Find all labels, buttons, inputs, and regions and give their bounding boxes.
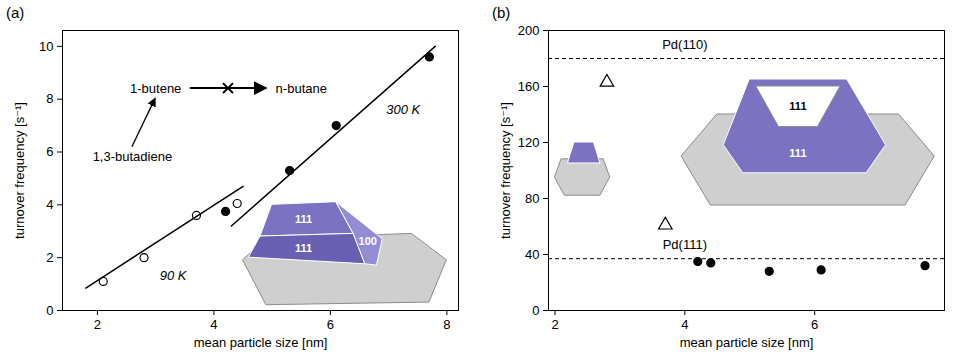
svg-text:111: 111 xyxy=(295,213,312,225)
svg-text:111: 111 xyxy=(789,100,806,112)
svg-text:111: 111 xyxy=(295,242,312,254)
svg-text:mean particle size [nm]: mean particle size [nm] xyxy=(680,335,814,350)
svg-text:Pd(110): Pd(110) xyxy=(662,37,707,52)
svg-text:turnover frequency [s⁻¹]: turnover frequency [s⁻¹] xyxy=(498,102,513,239)
svg-text:2: 2 xyxy=(46,250,53,265)
svg-text:mean particle size [nm]: mean particle size [nm] xyxy=(194,335,328,350)
svg-text:111: 111 xyxy=(789,147,806,159)
svg-text:10: 10 xyxy=(39,39,53,54)
svg-text:120: 120 xyxy=(518,135,540,150)
svg-text:160: 160 xyxy=(518,79,540,94)
svg-text:1-butene: 1-butene xyxy=(130,81,181,96)
svg-text:40: 40 xyxy=(525,247,539,262)
svg-text:6: 6 xyxy=(46,144,53,159)
html-text:(b): (b) xyxy=(492,4,511,21)
svg-text:4: 4 xyxy=(210,317,217,332)
svg-text:6: 6 xyxy=(327,317,334,332)
svg-text:6: 6 xyxy=(811,317,818,332)
svg-text:0: 0 xyxy=(532,303,539,318)
svg-text:1,3-butadiene: 1,3-butadiene xyxy=(93,149,173,164)
html-text:(a): (a) xyxy=(6,4,25,21)
svg-text:8: 8 xyxy=(443,317,450,332)
svg-text:4: 4 xyxy=(681,317,688,332)
svg-text:80: 80 xyxy=(525,191,539,206)
svg-text:200: 200 xyxy=(518,23,540,38)
svg-text:2: 2 xyxy=(551,317,558,332)
svg-text:90 K: 90 K xyxy=(160,268,188,283)
svg-text:2: 2 xyxy=(94,317,101,332)
svg-text:turnover frequency [s⁻¹]: turnover frequency [s⁻¹] xyxy=(12,102,27,239)
svg-text:4: 4 xyxy=(46,197,53,212)
svg-text:8: 8 xyxy=(46,91,53,106)
svg-text:300 K: 300 K xyxy=(386,102,421,117)
svg-text:Pd(111): Pd(111) xyxy=(663,237,707,252)
svg-text:n-butane: n-butane xyxy=(276,81,327,96)
svg-text:100: 100 xyxy=(359,235,377,247)
svg-text:0: 0 xyxy=(46,303,53,318)
